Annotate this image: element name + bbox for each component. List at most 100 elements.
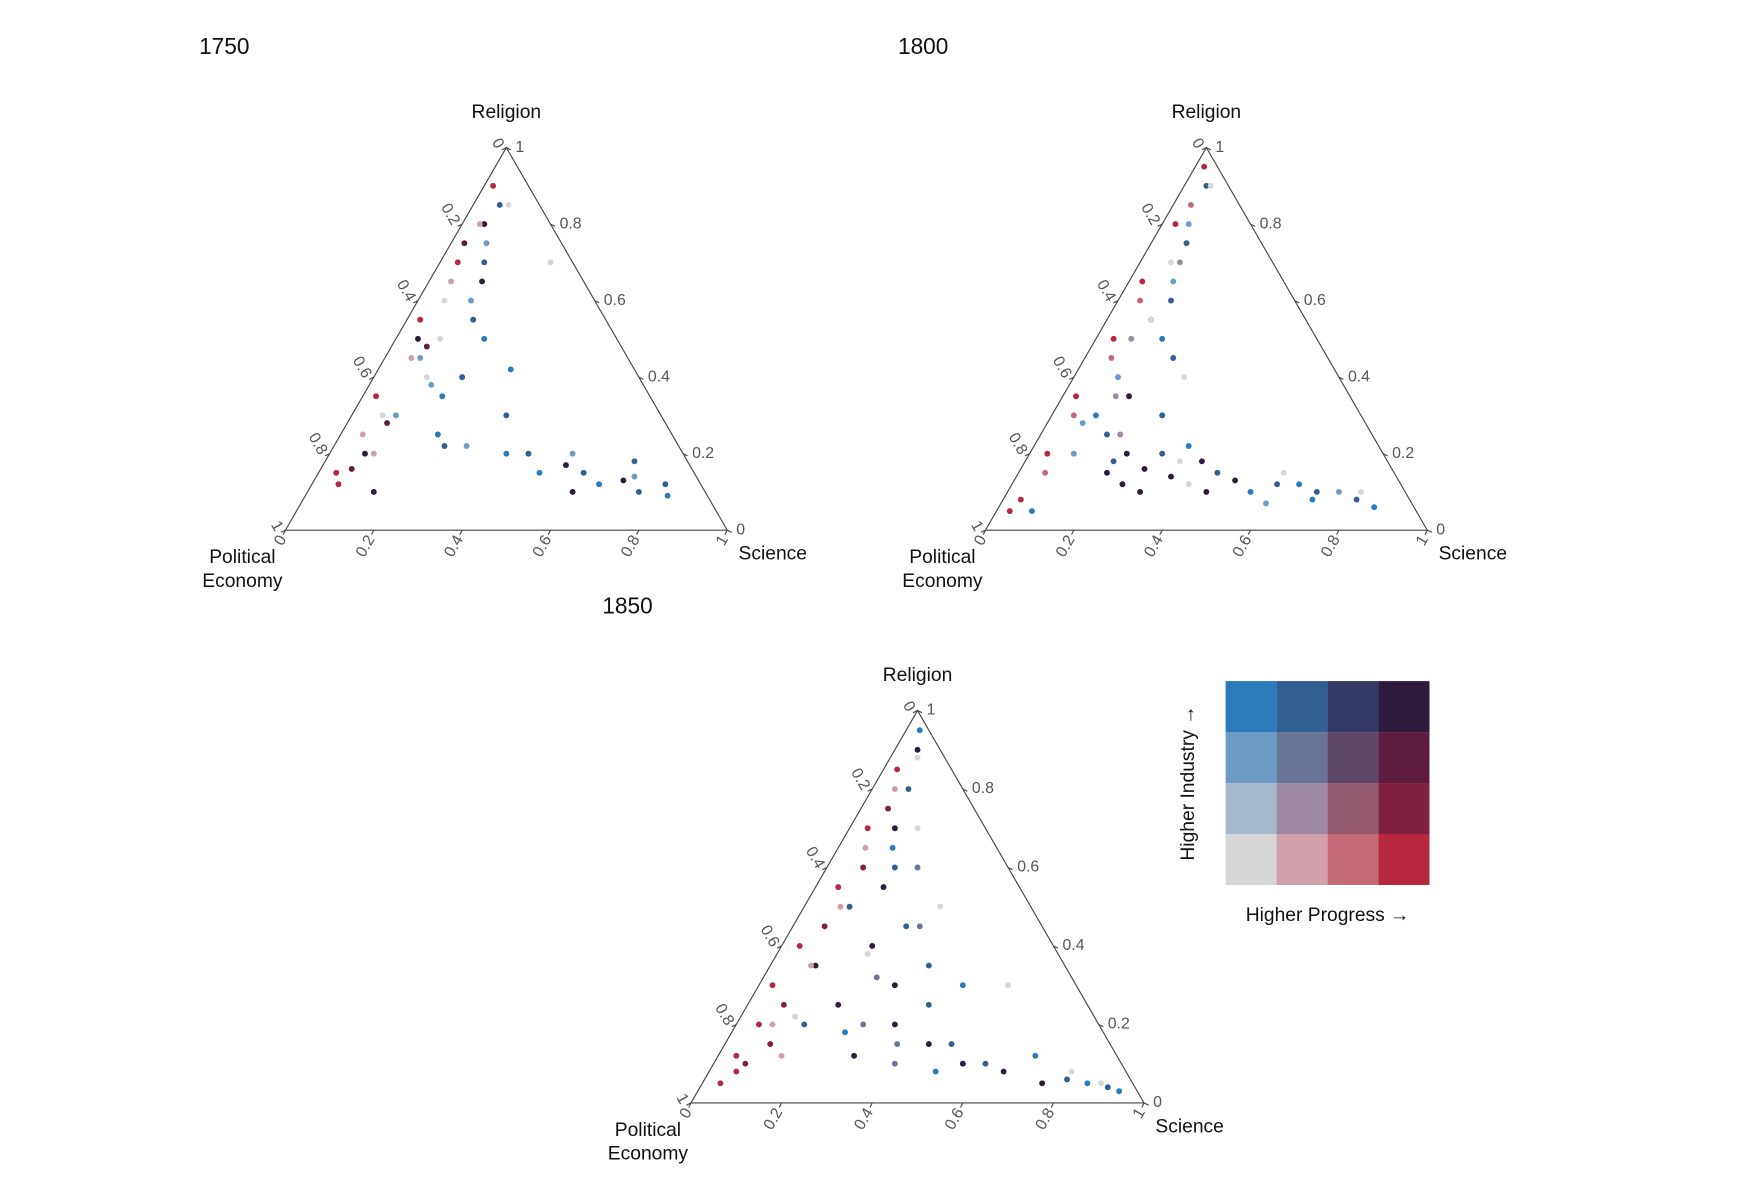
data-point: [470, 316, 477, 323]
tick-mark: [1143, 1102, 1149, 1106]
data-point: [846, 903, 853, 910]
axis-title: Political: [909, 547, 975, 568]
tick-label: 0: [488, 136, 507, 152]
tick-label: 0.4: [1348, 368, 1370, 385]
data-point: [851, 1052, 858, 1059]
data-point: [1115, 374, 1121, 381]
data-point: [835, 1001, 842, 1008]
legend-cell: [1378, 681, 1430, 733]
data-point: [1119, 481, 1126, 488]
data-point: [1185, 221, 1192, 228]
data-point: [563, 462, 569, 469]
tick-label: 0.2: [1137, 201, 1163, 229]
tick-mark: [636, 529, 640, 535]
tick-mark: [1098, 1023, 1104, 1028]
tick-label: 1: [967, 518, 986, 534]
legend-cell: [1327, 732, 1379, 784]
tick-mark: [724, 529, 728, 535]
data-point: [348, 465, 355, 472]
axis-title: Religion: [1172, 102, 1242, 123]
data-point: [481, 259, 488, 266]
data-point: [1309, 496, 1316, 503]
data-point: [1079, 420, 1086, 426]
legend-cell: [1327, 783, 1379, 835]
tick-mark: [594, 300, 600, 304]
legend-cell: [1327, 834, 1379, 885]
data-point: [635, 488, 642, 495]
data-point: [1176, 458, 1183, 465]
data-point: [481, 335, 488, 342]
data-point: [894, 766, 901, 773]
tick-label: 1: [927, 702, 936, 719]
data-point: [1280, 469, 1287, 476]
tick-label: 0.2: [1053, 532, 1079, 560]
data-point: [1170, 355, 1177, 361]
data-point: [490, 182, 497, 189]
data-point: [1181, 374, 1188, 381]
data-point: [1203, 182, 1210, 189]
tick-mark: [731, 1023, 737, 1028]
data-point: [925, 1001, 932, 1008]
data-point: [1263, 500, 1269, 507]
tick-label: 0.8: [1005, 430, 1031, 458]
data-point: [1137, 488, 1144, 495]
data-point: [769, 1021, 776, 1028]
data-point: [1185, 443, 1192, 449]
data-point: [925, 1041, 932, 1048]
data-point: [891, 982, 898, 989]
data-point: [1137, 297, 1144, 304]
data-point: [914, 746, 921, 753]
data-point: [796, 943, 803, 949]
data-point: [1141, 465, 1148, 472]
tick-mark: [778, 1102, 783, 1108]
tick-mark: [776, 945, 782, 949]
data-point: [1117, 431, 1124, 438]
data-point: [808, 962, 814, 969]
data-point: [1073, 393, 1079, 400]
data-point: [1006, 508, 1013, 514]
data-point: [362, 450, 368, 457]
data-point: [880, 884, 887, 891]
tick-label: 0.6: [757, 922, 783, 950]
data-point: [733, 1052, 740, 1059]
tick-mark: [1159, 529, 1163, 535]
data-point: [1104, 1084, 1111, 1091]
tick-label: 0.6: [942, 1105, 968, 1133]
data-point: [1110, 335, 1117, 342]
tick-mark: [501, 147, 507, 151]
tick-label: 0.6: [1049, 354, 1075, 382]
tick-mark: [1338, 376, 1344, 380]
legend-cell: [1378, 834, 1430, 885]
data-point: [860, 864, 867, 871]
data-point: [1168, 297, 1174, 304]
data-point: [1274, 481, 1280, 488]
tick-label: 0.6: [530, 532, 556, 560]
data-point: [536, 469, 543, 476]
data-point: [448, 278, 455, 285]
data-point: [333, 469, 340, 476]
data-point: [1371, 504, 1378, 511]
data-point: [1148, 316, 1155, 323]
tick-mark: [457, 223, 463, 227]
data-point: [1159, 450, 1166, 457]
tick-mark: [1141, 1102, 1145, 1108]
data-point: [959, 982, 966, 989]
data-point: [415, 335, 421, 342]
data-point: [891, 786, 898, 792]
data-point: [842, 1029, 848, 1036]
data-point: [335, 481, 342, 488]
data-point: [423, 343, 430, 350]
data-point: [916, 727, 923, 734]
data-point: [569, 450, 576, 457]
axis-title: Political: [615, 1120, 681, 1141]
data-point: [821, 923, 828, 930]
data-point: [373, 393, 379, 400]
tick-mark: [371, 529, 375, 535]
data-point: [417, 316, 424, 323]
data-point: [1183, 240, 1190, 247]
data-point: [434, 431, 441, 438]
legend-y-label: Higher Industry →: [1178, 705, 1199, 860]
data-point: [1247, 488, 1254, 495]
data-point: [1039, 1080, 1046, 1087]
data-point: [1185, 481, 1192, 488]
